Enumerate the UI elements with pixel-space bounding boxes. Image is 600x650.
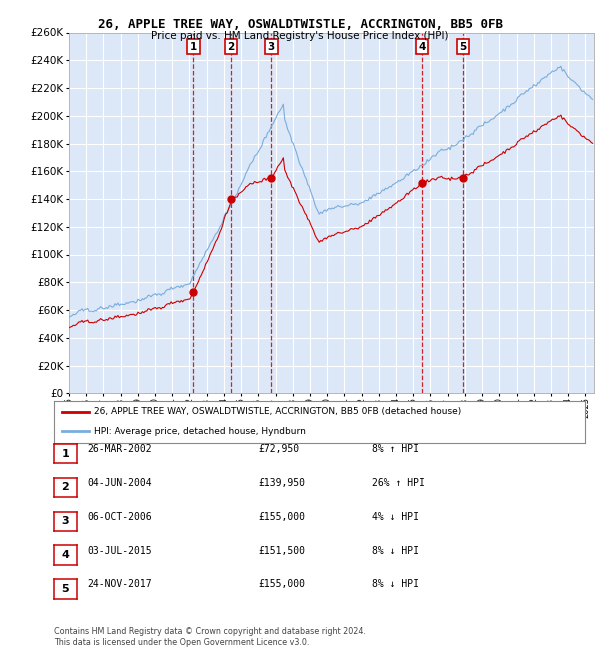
Text: £155,000: £155,000: [258, 512, 305, 522]
Text: 5: 5: [62, 584, 69, 594]
Text: 26, APPLE TREE WAY, OSWALDTWISTLE, ACCRINGTON, BB5 0FB: 26, APPLE TREE WAY, OSWALDTWISTLE, ACCRI…: [97, 18, 503, 31]
Text: 4: 4: [61, 550, 70, 560]
Text: £151,500: £151,500: [258, 545, 305, 556]
Text: £139,950: £139,950: [258, 478, 305, 488]
Text: 4% ↓ HPI: 4% ↓ HPI: [372, 512, 419, 522]
Text: 24-NOV-2017: 24-NOV-2017: [87, 579, 152, 590]
Text: 3: 3: [268, 42, 275, 51]
Text: 8% ↓ HPI: 8% ↓ HPI: [372, 545, 419, 556]
Text: 03-JUL-2015: 03-JUL-2015: [87, 545, 152, 556]
Text: 1: 1: [62, 448, 69, 459]
Text: Price paid vs. HM Land Registry's House Price Index (HPI): Price paid vs. HM Land Registry's House …: [151, 31, 449, 41]
Text: 04-JUN-2004: 04-JUN-2004: [87, 478, 152, 488]
Text: 2: 2: [62, 482, 69, 493]
Text: £155,000: £155,000: [258, 579, 305, 590]
Text: 5: 5: [460, 42, 467, 51]
Text: 1: 1: [190, 42, 197, 51]
Text: 8% ↑ HPI: 8% ↑ HPI: [372, 444, 419, 454]
Text: 4: 4: [418, 42, 425, 51]
Text: 26-MAR-2002: 26-MAR-2002: [87, 444, 152, 454]
Text: HPI: Average price, detached house, Hyndburn: HPI: Average price, detached house, Hynd…: [94, 427, 306, 436]
Text: 8% ↓ HPI: 8% ↓ HPI: [372, 579, 419, 590]
Text: 26, APPLE TREE WAY, OSWALDTWISTLE, ACCRINGTON, BB5 0FB (detached house): 26, APPLE TREE WAY, OSWALDTWISTLE, ACCRI…: [94, 407, 461, 416]
Text: 26% ↑ HPI: 26% ↑ HPI: [372, 478, 425, 488]
Text: £72,950: £72,950: [258, 444, 299, 454]
Text: Contains HM Land Registry data © Crown copyright and database right 2024.
This d: Contains HM Land Registry data © Crown c…: [54, 627, 366, 647]
Text: 06-OCT-2006: 06-OCT-2006: [87, 512, 152, 522]
Text: 2: 2: [227, 42, 235, 51]
Text: 3: 3: [62, 516, 69, 526]
